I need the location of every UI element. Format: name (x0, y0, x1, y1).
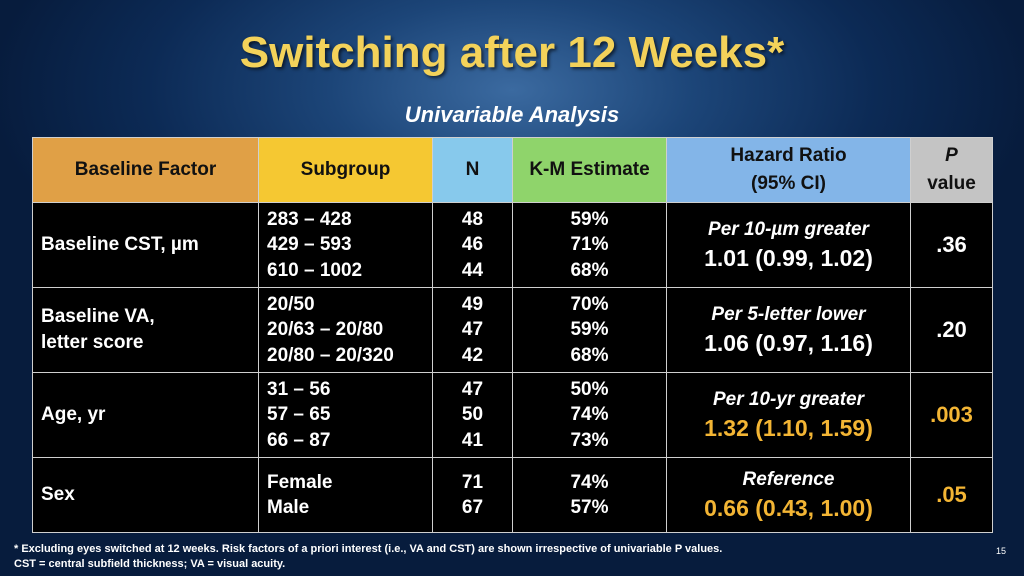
p-value-cell: .003 (910, 372, 993, 458)
results-table: Baseline Factor Subgroup N K-M Estimate … (32, 137, 993, 533)
km-cell: 74% 57% (512, 457, 667, 533)
subgroup-value: 66 – 87 (267, 429, 331, 451)
hazard-ratio-cell: Per 5-letter lower 1.06 (0.97, 1.16) (666, 287, 911, 373)
hazard-ratio-value: 1.01 (0.99, 1.02) (704, 245, 873, 271)
hazard-ratio-label: Per 10-yr greater (712, 389, 865, 410)
hazard-ratio-value: 1.06 (0.97, 1.16) (704, 330, 873, 356)
header-p-value: P value (910, 137, 993, 203)
slide-subtitle: Univariable Analysis (404, 102, 620, 127)
km-value: 74% (570, 404, 609, 426)
p-value-cell: .20 (910, 287, 993, 373)
hazard-ratio-value: 0.66 (0.43, 1.00) (704, 495, 873, 521)
baseline-factor-cell: Sex (32, 457, 259, 533)
header-hazard-ratio-line1: Hazard Ratio (730, 145, 847, 166)
n-value: 44 (461, 259, 484, 281)
subgroup-value: 20/80 – 20/320 (267, 344, 394, 366)
km-value: 50% (570, 378, 609, 400)
km-value: 74% (570, 471, 609, 493)
km-value: 70% (570, 293, 609, 315)
subgroup-value: 610 – 1002 (267, 259, 363, 281)
n-value: 47 (461, 319, 484, 341)
hazard-ratio-label: Reference (742, 469, 835, 490)
p-value-cell: .36 (910, 202, 993, 288)
table-row: Baseline CST, µm 283 – 428 429 – 593 610 – … (32, 202, 993, 288)
hazard-ratio-cell: Per 10-µm greater 1.01 (0.99, 1.02) (666, 202, 911, 288)
n-value: 71 (461, 471, 484, 493)
subgroup-value: 31 – 56 (267, 378, 331, 400)
n-cell: 48 46 44 (432, 202, 513, 288)
n-cell: 71 67 (432, 457, 513, 533)
header-hazard-ratio-line2: (95% CI) (751, 173, 826, 194)
n-value: 42 (461, 344, 484, 366)
n-value: 50 (461, 404, 484, 426)
table-header-row: Baseline Factor Subgroup N K-M Estimate … (32, 137, 993, 203)
slide-title: Switching after 12 Weeks* (239, 28, 785, 77)
header-km-estimate: K-M Estimate (512, 137, 667, 203)
n-cell: 47 50 41 (432, 372, 513, 458)
footnote-line1: * Excluding eyes switched at 12 weeks. R… (14, 543, 723, 555)
subgroup-value: Female (267, 471, 333, 493)
baseline-factor-label: Baseline VA, (41, 306, 155, 327)
n-value: 46 (461, 234, 484, 256)
p-value: .05 (936, 482, 967, 507)
subgroup-value: 20/63 – 20/80 (267, 319, 384, 341)
header-hazard-ratio: Hazard Ratio (95% CI) (666, 137, 911, 203)
n-cell: 49 47 42 (432, 287, 513, 373)
km-value: 71% (570, 234, 609, 256)
km-value: 68% (570, 259, 609, 281)
subgroup-cell: Female Male (258, 457, 433, 533)
hazard-ratio-cell: Reference 0.66 (0.43, 1.00) (666, 457, 911, 533)
subgroup-cell: 283 – 428 429 – 593 610 – 1002 (258, 202, 433, 288)
subgroup-value: 20/50 (267, 293, 315, 315)
header-subgroup: Subgroup (258, 137, 433, 203)
subgroup-value: 57 – 65 (267, 404, 331, 426)
km-value: 59% (570, 208, 609, 230)
table-row: Age, yr 31 – 56 57 – 65 66 – 87 47 50 41 50% 74%… (32, 372, 993, 458)
n-value: 41 (461, 429, 484, 451)
n-value: 47 (461, 378, 484, 400)
header-p-value-line1: P (945, 145, 958, 166)
p-value: .36 (936, 232, 967, 257)
footnote: * Excluding eyes switched at 12 weeks. R… (14, 542, 954, 572)
n-value: 48 (461, 208, 484, 230)
p-value: .20 (936, 317, 967, 342)
footnote-line2: CST = central subfield thickness; VA = v… (14, 558, 286, 570)
km-cell: 70% 59% 68% (512, 287, 667, 373)
subgroup-cell: 20/50 20/63 – 20/80 20/80 – 20/320 (258, 287, 433, 373)
baseline-factor-cell: Baseline CST, µm (32, 202, 259, 288)
header-p-value-line2: value (927, 173, 976, 194)
header-baseline-factor: Baseline Factor (32, 137, 259, 203)
subgroup-cell: 31 – 56 57 – 65 66 – 87 (258, 372, 433, 458)
km-value: 73% (570, 429, 609, 451)
baseline-factor-label: Age, yr (41, 404, 106, 425)
km-value: 57% (570, 497, 609, 518)
table-row: Baseline VA, letter score 20/50 20/63 – 20/… (32, 287, 993, 373)
baseline-factor-label: Baseline CST, µm (41, 234, 199, 255)
hazard-ratio-label: Per 5-letter lower (711, 304, 866, 325)
page-number: 15 (996, 546, 1007, 556)
baseline-factor-cell: Baseline VA, letter score (32, 287, 259, 373)
table-row: Sex Female Male 71 67 74% 57% Reference 0.66 (0.… (32, 457, 993, 533)
km-value: 68% (570, 344, 609, 366)
subgroup-value: 283 – 428 (267, 208, 352, 230)
baseline-factor-cell: Age, yr (32, 372, 259, 458)
km-cell: 50% 74% 73% (512, 372, 667, 458)
hazard-ratio-value: 1.32 (1.10, 1.59) (704, 415, 873, 441)
subgroup-value: 429 – 593 (267, 234, 352, 256)
hazard-ratio-cell: Per 10-yr greater 1.32 (1.10, 1.59) (666, 372, 911, 458)
p-value-cell: .05 (910, 457, 993, 533)
baseline-factor-label: Sex (41, 484, 75, 505)
header-n: N (432, 137, 513, 203)
baseline-factor-label: letter score (41, 332, 144, 353)
n-value: 67 (461, 497, 484, 518)
km-value: 59% (570, 319, 609, 341)
km-cell: 59% 71% 68% (512, 202, 667, 288)
hazard-ratio-label: Per 10-µm greater (708, 219, 869, 240)
subgroup-value: Male (267, 497, 310, 518)
n-value: 49 (461, 293, 484, 315)
p-value: .003 (930, 402, 973, 427)
